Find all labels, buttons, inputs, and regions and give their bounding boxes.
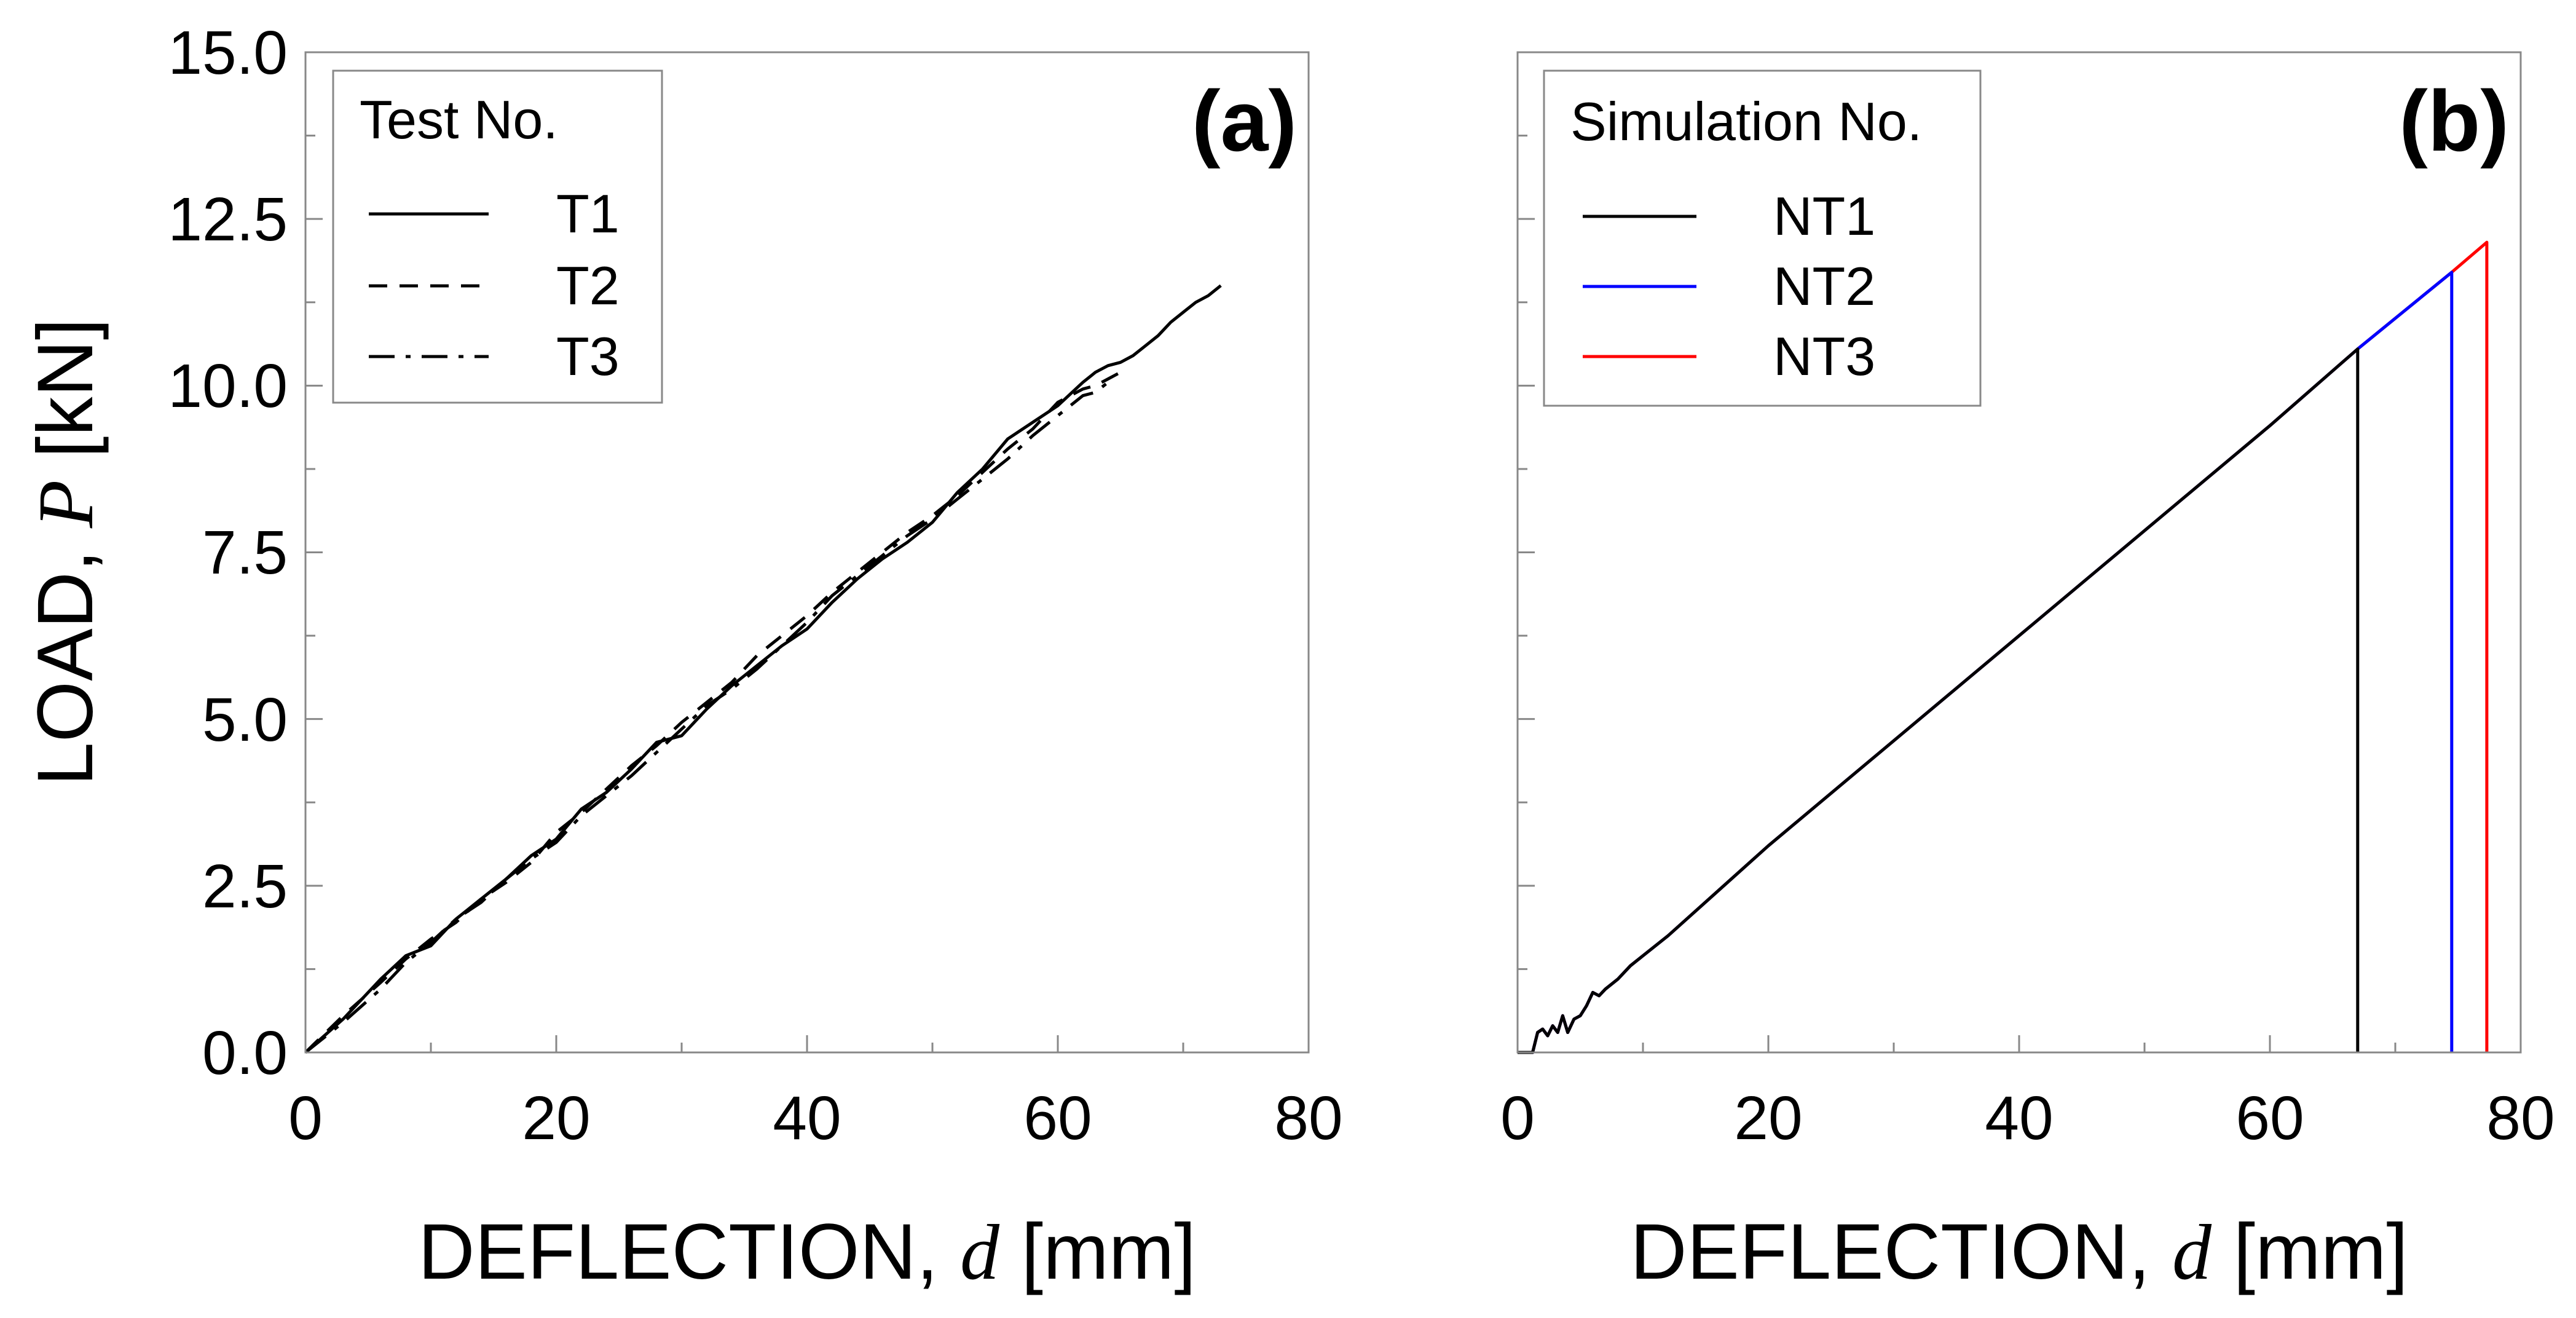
legend-label-nt2: NT2 <box>1773 256 1875 317</box>
x-axis-title-prefix: DEFLECTION, <box>418 1208 938 1296</box>
panel-a-xtick-labels: 0 20 40 60 80 <box>288 1084 1342 1153</box>
legend-label-t3: T3 <box>556 326 620 387</box>
ytick-label: 15.0 <box>168 18 288 87</box>
panel-b-xtick-labels: 0 20 40 60 80 <box>1500 1084 2554 1153</box>
panel-a-legend-title: Test No. <box>360 89 558 150</box>
panel-b-label: (b) <box>2399 73 2509 169</box>
y-axis-title-prefix: LOAD, <box>22 550 109 786</box>
panel-b: 0 20 40 60 80 DEFLECTION, d [mm] (b) Sim… <box>1500 51 2555 1296</box>
panel-a-series <box>304 284 1222 1054</box>
ytick-label: 0.0 <box>202 1019 288 1087</box>
xtick-label: 20 <box>1734 1084 1802 1153</box>
panel-b-frame <box>1516 51 2522 1054</box>
panel-a-legend: Test No. T1 T2 T3 <box>332 69 663 404</box>
panel-b-legend-title: Simulation No. <box>1570 91 1922 152</box>
panel-b-x-axis-title: DEFLECTION, d [mm] <box>1630 1208 2408 1296</box>
ytick-label: 2.5 <box>202 852 288 921</box>
series-line-t1 <box>304 284 1222 1054</box>
panel-b-legend-box <box>1543 69 1982 407</box>
panel-a-label: (a) <box>1192 73 1297 169</box>
xtick-label: 40 <box>1985 1084 2053 1153</box>
x-axis-unit: [mm] <box>1022 1208 1196 1296</box>
xtick-label: 80 <box>2486 1084 2554 1153</box>
xtick-label: 60 <box>2235 1084 2304 1153</box>
panel-a: 0.0 2.5 5.0 7.5 10.0 12.5 15.0 0 20 40 6… <box>22 18 1343 1296</box>
x-axis-title-prefix: DEFLECTION, <box>1630 1208 2150 1296</box>
legend-label-t1: T1 <box>556 183 620 244</box>
panel-a-frame <box>304 51 1310 1054</box>
panel-a-ytick-labels: 0.0 2.5 5.0 7.5 10.0 12.5 15.0 <box>168 18 288 1087</box>
series-line-t3 <box>304 381 1109 1054</box>
series-line-nt1 <box>1518 347 2360 1054</box>
y-axis-unit: [kN] <box>22 318 109 459</box>
xtick-label: 60 <box>1023 1084 1092 1153</box>
legend-label-nt1: NT1 <box>1773 186 1875 247</box>
panel-a-x-axis-title: DEFLECTION, d [mm] <box>418 1208 1196 1296</box>
xtick-label: 40 <box>773 1084 841 1153</box>
xtick-label: 0 <box>1500 1084 1535 1153</box>
legend-label-nt3: NT3 <box>1773 326 1875 387</box>
ytick-label: 10.0 <box>168 352 288 420</box>
xtick-label: 80 <box>1274 1084 1342 1153</box>
xtick-label: 20 <box>522 1084 590 1153</box>
ytick-label: 5.0 <box>202 685 288 754</box>
panel-a-y-axis-title: LOAD, P [kN] <box>22 318 109 786</box>
panel-b-legend: Simulation No. NT1 NT2 NT3 <box>1543 69 1982 407</box>
ytick-label: 12.5 <box>168 185 288 254</box>
x-axis-variable: d <box>960 1209 1000 1296</box>
x-axis-variable: d <box>2172 1209 2212 1296</box>
xtick-label: 0 <box>288 1084 323 1153</box>
ytick-label: 7.5 <box>202 518 288 587</box>
legend-label-t2: T2 <box>556 255 620 316</box>
series-line-t2 <box>304 371 1122 1054</box>
panel-a-legend-box <box>332 69 663 404</box>
panel-b-series <box>1518 240 2489 1054</box>
x-axis-unit: [mm] <box>2234 1208 2408 1296</box>
y-axis-variable: P <box>22 480 109 529</box>
